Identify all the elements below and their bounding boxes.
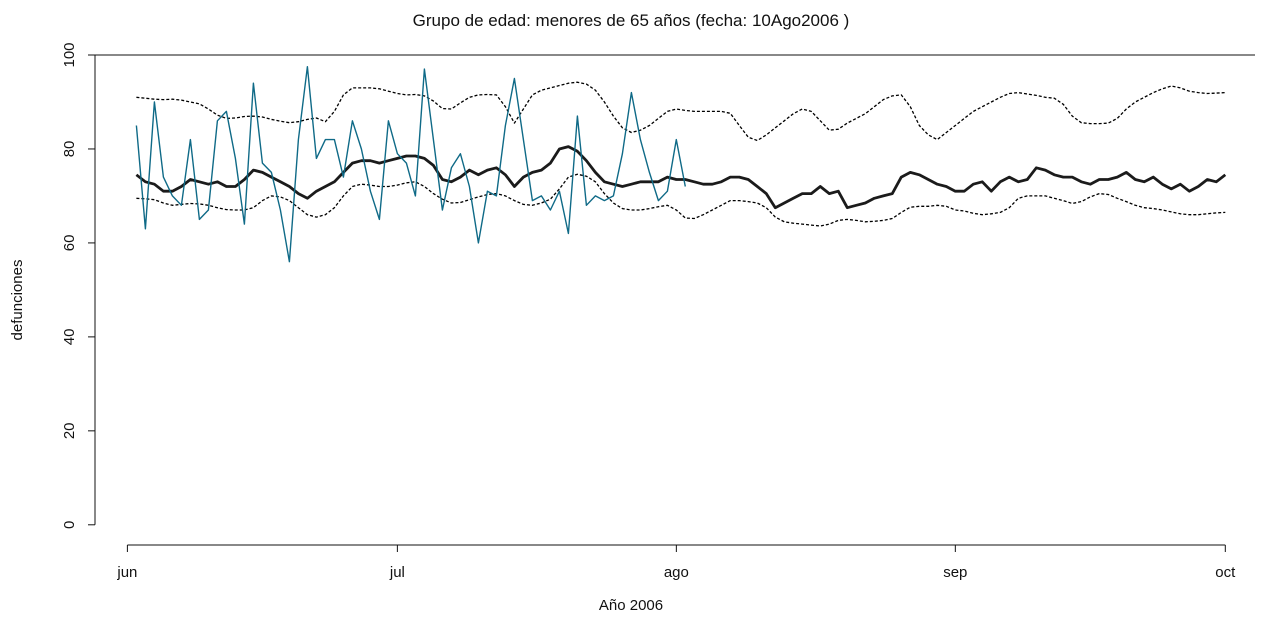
chart-title: Grupo de edad: menores de 65 años (fecha… — [413, 11, 850, 30]
y-axis-label: defunciones — [9, 260, 26, 341]
y-tick-label: 40 — [61, 329, 78, 346]
x-tick-label: oct — [1215, 564, 1236, 581]
series-line — [135, 145, 1227, 210]
y-tick-label: 60 — [61, 235, 78, 252]
x-axis-label: Año 2006 — [599, 597, 663, 614]
y-tick-label: 20 — [61, 422, 78, 439]
series-line — [135, 66, 686, 263]
x-tick-label: ago — [664, 564, 689, 581]
series-line — [136, 173, 1226, 227]
x-tick-label: jun — [116, 564, 137, 581]
series-line — [136, 81, 1226, 142]
x-tick-label: sep — [943, 564, 967, 581]
x-tick-label: jul — [389, 564, 405, 581]
y-tick-label: 0 — [61, 521, 78, 529]
y-tick-label: 100 — [61, 42, 78, 67]
y-tick-label: 80 — [61, 141, 78, 158]
